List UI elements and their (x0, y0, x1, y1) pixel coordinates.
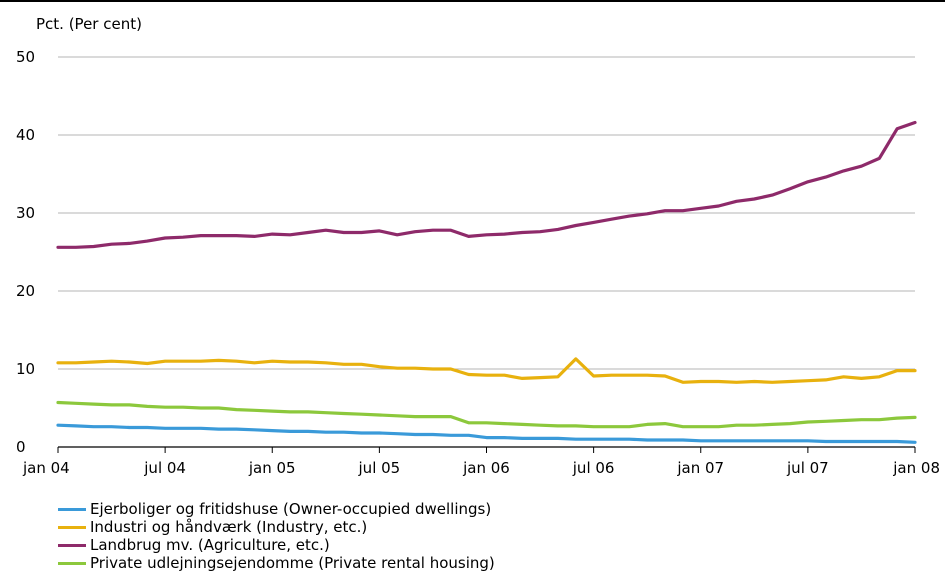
legend-item: Private udlejningsejendomme (Private ren… (58, 554, 495, 572)
y-tick-label: 30 (16, 204, 35, 222)
y-tick-label: 0 (16, 438, 26, 456)
x-tick-label: jul 07 (786, 459, 829, 477)
y-tick-label: 10 (16, 360, 35, 378)
y-tick-label: 50 (16, 48, 35, 66)
x-tick-label: jul 05 (358, 459, 401, 477)
x-tick-label: jan 07 (676, 459, 724, 477)
x-tick-label: jul 04 (143, 459, 186, 477)
x-tick-label: jan 05 (248, 459, 296, 477)
legend-item: Industri og håndværk (Industry, etc.) (58, 518, 495, 536)
legend-label: Ejerboliger og fritidshuse (Owner-occupi… (90, 500, 491, 518)
series-line-4 (58, 403, 915, 427)
legend-item: Ejerboliger og fritidshuse (Owner-occupi… (58, 500, 495, 518)
series-line-3 (58, 123, 915, 248)
x-tick-label: jul 06 (572, 459, 615, 477)
legend-label: Private udlejningsejendomme (Private ren… (90, 554, 495, 572)
legend-item: Landbrug mv. (Agriculture, etc.) (58, 536, 495, 554)
series-lines (58, 123, 915, 443)
y-axis-label: Pct. (Per cent) (36, 15, 142, 33)
legend-label: Landbrug mv. (Agriculture, etc.) (90, 536, 330, 554)
series-line-2 (58, 359, 915, 382)
x-tick-label: jan 06 (462, 459, 510, 477)
x-tick-label: jan 04 (22, 459, 70, 477)
legend-label: Industri og håndværk (Industry, etc.) (90, 518, 367, 536)
y-tick-label: 40 (16, 126, 35, 144)
y-tick-labels: 0 10 20 30 40 50 (16, 48, 35, 456)
legend: Ejerboliger og fritidshuse (Owner-occupi… (58, 500, 495, 572)
legend-swatch (58, 508, 86, 511)
y-tick-label: 20 (16, 282, 35, 300)
gridlines (58, 57, 915, 369)
legend-swatch (58, 562, 86, 565)
legend-swatch (58, 544, 86, 547)
x-axis: jan 04 jul 04 jan 05 jul 05 jan 06 jul 06 jan … (22, 447, 940, 477)
x-tick-label: jan 08 (892, 459, 940, 477)
legend-swatch (58, 526, 86, 529)
series-line-1 (58, 425, 915, 442)
